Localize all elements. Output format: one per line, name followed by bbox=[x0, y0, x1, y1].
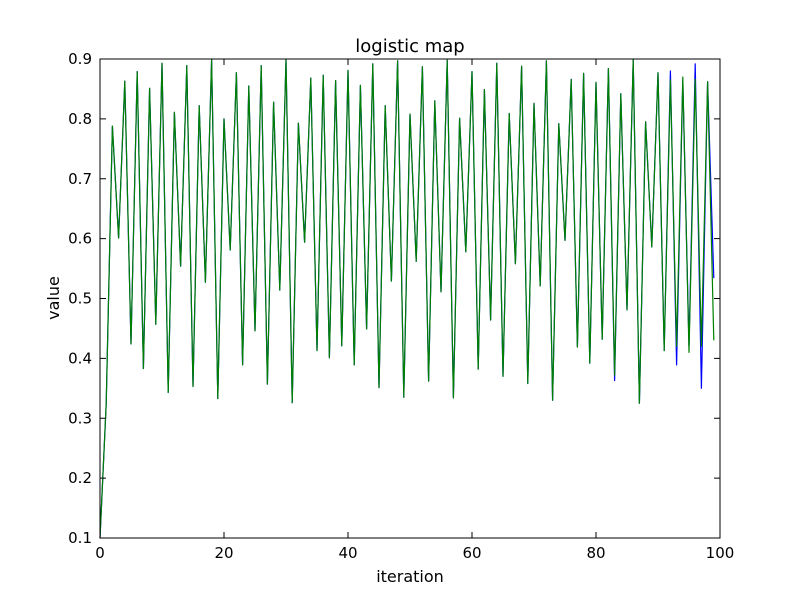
chart-title: logistic map bbox=[355, 36, 465, 57]
y-axis-label: value bbox=[44, 276, 63, 320]
y-tick-label: 0.8 bbox=[68, 110, 92, 128]
x-tick-label: 100 bbox=[706, 544, 735, 562]
y-tick-label: 0.1 bbox=[68, 529, 92, 547]
x-tick-label: 40 bbox=[338, 544, 357, 562]
series-layer bbox=[99, 58, 715, 539]
x-tick-label: 80 bbox=[586, 544, 605, 562]
y-tick-label: 0.4 bbox=[68, 349, 92, 367]
x-tick-label: 0 bbox=[95, 544, 105, 562]
series-line-2 bbox=[99, 58, 715, 539]
x-tick-label: 20 bbox=[214, 544, 233, 562]
x-tick-label: 60 bbox=[462, 544, 481, 562]
y-tick-label: 0.5 bbox=[68, 290, 92, 308]
y-tick-label: 0.6 bbox=[68, 230, 92, 248]
tick-layer: 0 20 40 60 80 100 0.1 0.2 0.3 0.4 0.5 0.6 0.7 0.8 0.9 bbox=[68, 50, 734, 562]
y-tick-label: 0.7 bbox=[68, 170, 92, 188]
y-tick-label: 0.2 bbox=[68, 469, 92, 487]
y-tick-label: 0.9 bbox=[68, 50, 92, 68]
y-tick-label: 0.3 bbox=[68, 409, 92, 427]
x-axis-label: iteration bbox=[376, 567, 444, 586]
